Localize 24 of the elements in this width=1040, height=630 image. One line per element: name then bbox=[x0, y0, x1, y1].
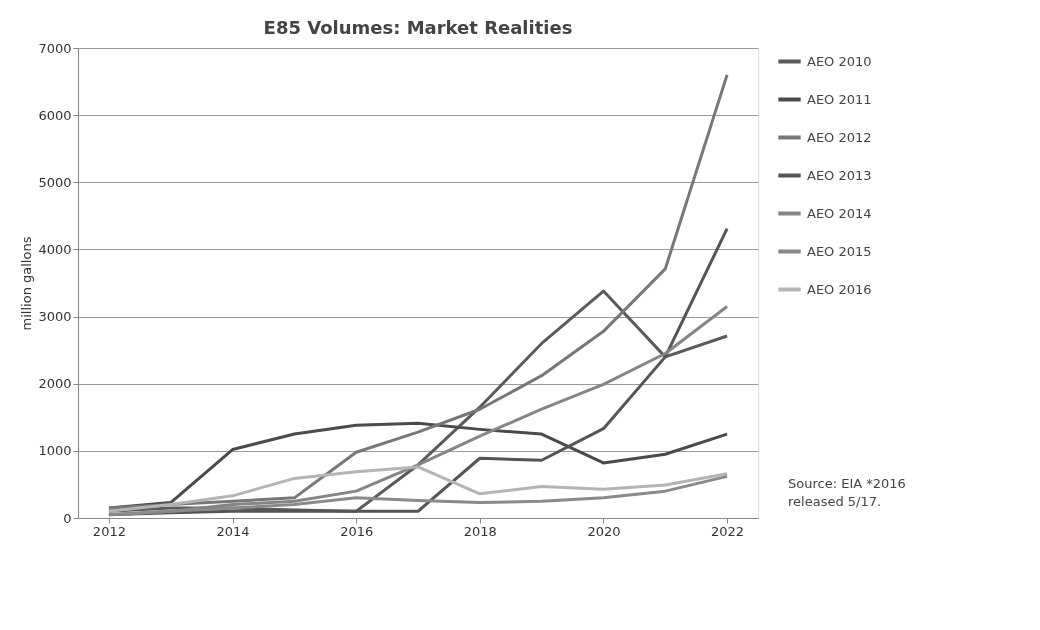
chart-title: E85 Volumes: Market Realities bbox=[263, 17, 573, 38]
x-tick-label: 2018 bbox=[463, 523, 497, 539]
y-tick-label: 0 bbox=[63, 510, 72, 526]
y-tick-label: 5000 bbox=[38, 174, 72, 190]
y-tick-label: 2000 bbox=[38, 376, 72, 392]
x-tick-label: 2014 bbox=[216, 523, 250, 539]
legend-label: AEO 2012 bbox=[807, 129, 872, 145]
legend-label: AEO 2016 bbox=[807, 281, 872, 297]
y-tick-label: 3000 bbox=[38, 309, 72, 325]
y-axis-title: million gallons bbox=[19, 236, 35, 331]
legend-label: AEO 2013 bbox=[807, 167, 872, 183]
source-note: Source: EIA *2016 released 5/17. bbox=[788, 476, 906, 509]
legend-label: AEO 2011 bbox=[807, 91, 872, 107]
y-tick-label: 7000 bbox=[38, 40, 72, 56]
legend-label: AEO 2010 bbox=[807, 53, 872, 69]
legend-label: AEO 2014 bbox=[807, 205, 872, 221]
x-tick-label: 2020 bbox=[587, 523, 621, 539]
y-tick-label: 4000 bbox=[38, 241, 72, 257]
x-tick-label: 2016 bbox=[340, 523, 374, 539]
legend-label: AEO 2015 bbox=[807, 243, 872, 259]
y-tick-label: 6000 bbox=[38, 107, 72, 123]
y-tick-label: 1000 bbox=[38, 443, 72, 459]
x-tick-label: 2022 bbox=[711, 523, 745, 539]
x-tick-label: 2012 bbox=[92, 523, 126, 539]
